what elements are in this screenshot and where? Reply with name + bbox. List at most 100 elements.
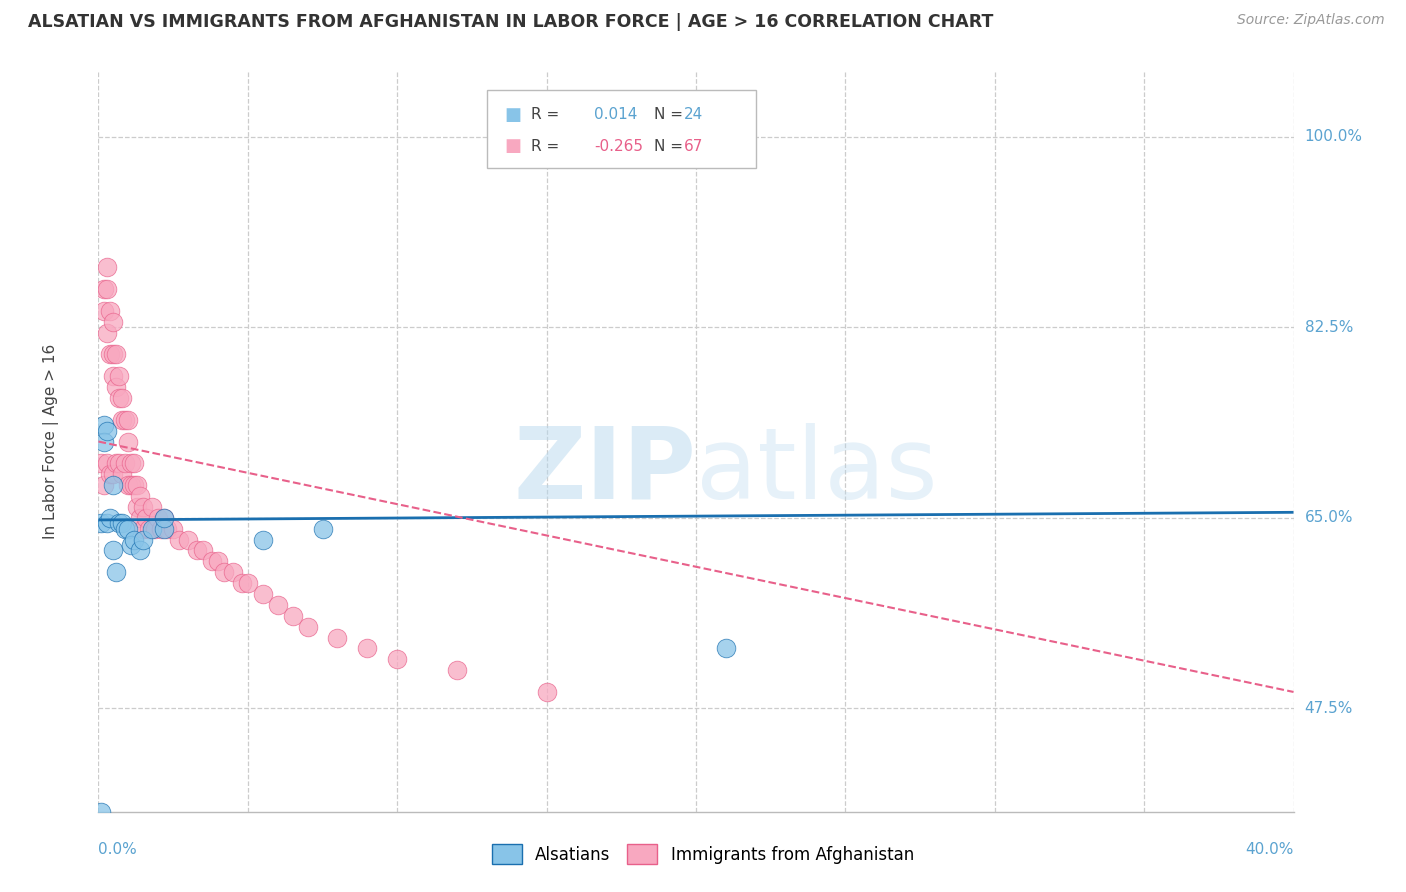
Point <box>93 418 115 433</box>
Text: 47.5%: 47.5% <box>1305 701 1353 715</box>
Point <box>186 543 208 558</box>
Point <box>120 478 142 492</box>
Text: 0.0%: 0.0% <box>98 842 138 857</box>
Point <box>98 467 122 482</box>
Point <box>108 391 131 405</box>
FancyBboxPatch shape <box>486 90 756 168</box>
Point <box>167 533 190 547</box>
Point <box>93 434 115 449</box>
Point <box>124 478 146 492</box>
Point <box>143 522 166 536</box>
Point <box>446 663 468 677</box>
Point <box>132 500 155 514</box>
Point <box>105 565 128 579</box>
Text: 82.5%: 82.5% <box>1305 319 1353 334</box>
Point <box>536 685 558 699</box>
Point <box>117 478 139 492</box>
Point <box>138 522 160 536</box>
Point <box>103 315 125 329</box>
Point <box>111 467 134 482</box>
Text: N =: N = <box>654 107 688 122</box>
Point <box>111 391 134 405</box>
Point <box>103 467 125 482</box>
Point <box>714 641 737 656</box>
Point <box>153 522 176 536</box>
Point <box>103 369 125 384</box>
Point <box>129 510 152 524</box>
Text: N =: N = <box>654 139 688 153</box>
Text: In Labor Force | Age > 16: In Labor Force | Age > 16 <box>42 344 59 539</box>
Point <box>207 554 229 568</box>
Point <box>201 554 224 568</box>
Point <box>311 522 333 536</box>
Point <box>231 576 253 591</box>
Point <box>108 516 131 531</box>
Point <box>103 347 125 361</box>
Text: R =: R = <box>531 139 564 153</box>
Point <box>120 538 142 552</box>
Point <box>96 282 118 296</box>
Point <box>105 456 128 470</box>
Text: R =: R = <box>531 107 564 122</box>
Point <box>385 652 409 666</box>
Text: ■: ■ <box>505 105 522 124</box>
Point <box>212 565 235 579</box>
Point <box>108 369 131 384</box>
Point <box>326 631 349 645</box>
Point <box>93 478 115 492</box>
Point <box>96 260 118 275</box>
Text: ALSATIAN VS IMMIGRANTS FROM AFGHANISTAN IN LABOR FORCE | AGE > 16 CORRELATION CH: ALSATIAN VS IMMIGRANTS FROM AFGHANISTAN … <box>28 13 994 31</box>
Point <box>96 516 118 531</box>
Point <box>90 456 112 470</box>
Point <box>132 533 155 547</box>
Point <box>117 522 139 536</box>
Point <box>162 522 184 536</box>
Point <box>252 587 274 601</box>
Point <box>114 456 136 470</box>
Point <box>124 456 146 470</box>
Text: 100.0%: 100.0% <box>1305 129 1362 145</box>
Point <box>98 347 122 361</box>
Text: -0.265: -0.265 <box>595 139 644 153</box>
Text: 0.014: 0.014 <box>595 107 638 122</box>
Point <box>129 543 152 558</box>
Point <box>98 510 122 524</box>
Point <box>153 510 176 524</box>
Point <box>103 478 125 492</box>
Point <box>111 413 134 427</box>
Legend: Alsatians, Immigrants from Afghanistan: Alsatians, Immigrants from Afghanistan <box>485 838 921 871</box>
Point <box>105 380 128 394</box>
Point <box>252 533 274 547</box>
Point <box>127 500 149 514</box>
Point <box>177 533 200 547</box>
Point <box>96 424 118 438</box>
Point <box>93 304 115 318</box>
Point <box>98 304 122 318</box>
Point <box>114 522 136 536</box>
Point <box>132 522 155 536</box>
Point <box>191 543 214 558</box>
Point <box>90 516 112 531</box>
Point <box>156 522 179 536</box>
Text: Source: ZipAtlas.com: Source: ZipAtlas.com <box>1237 13 1385 28</box>
Point <box>111 516 134 531</box>
Point <box>114 413 136 427</box>
Point <box>117 413 139 427</box>
Text: ZIP: ZIP <box>513 423 696 520</box>
Point <box>108 456 131 470</box>
Point <box>127 478 149 492</box>
Text: 65.0%: 65.0% <box>1305 510 1353 525</box>
Point <box>103 543 125 558</box>
Point <box>96 456 118 470</box>
Point <box>129 489 152 503</box>
Point <box>267 598 290 612</box>
Point <box>297 619 319 633</box>
Point <box>96 326 118 340</box>
Text: 40.0%: 40.0% <box>1246 842 1294 857</box>
Point <box>120 456 142 470</box>
Point <box>148 510 170 524</box>
Point <box>135 510 157 524</box>
Point <box>356 641 378 656</box>
Text: 24: 24 <box>685 107 703 122</box>
Point <box>90 805 112 819</box>
